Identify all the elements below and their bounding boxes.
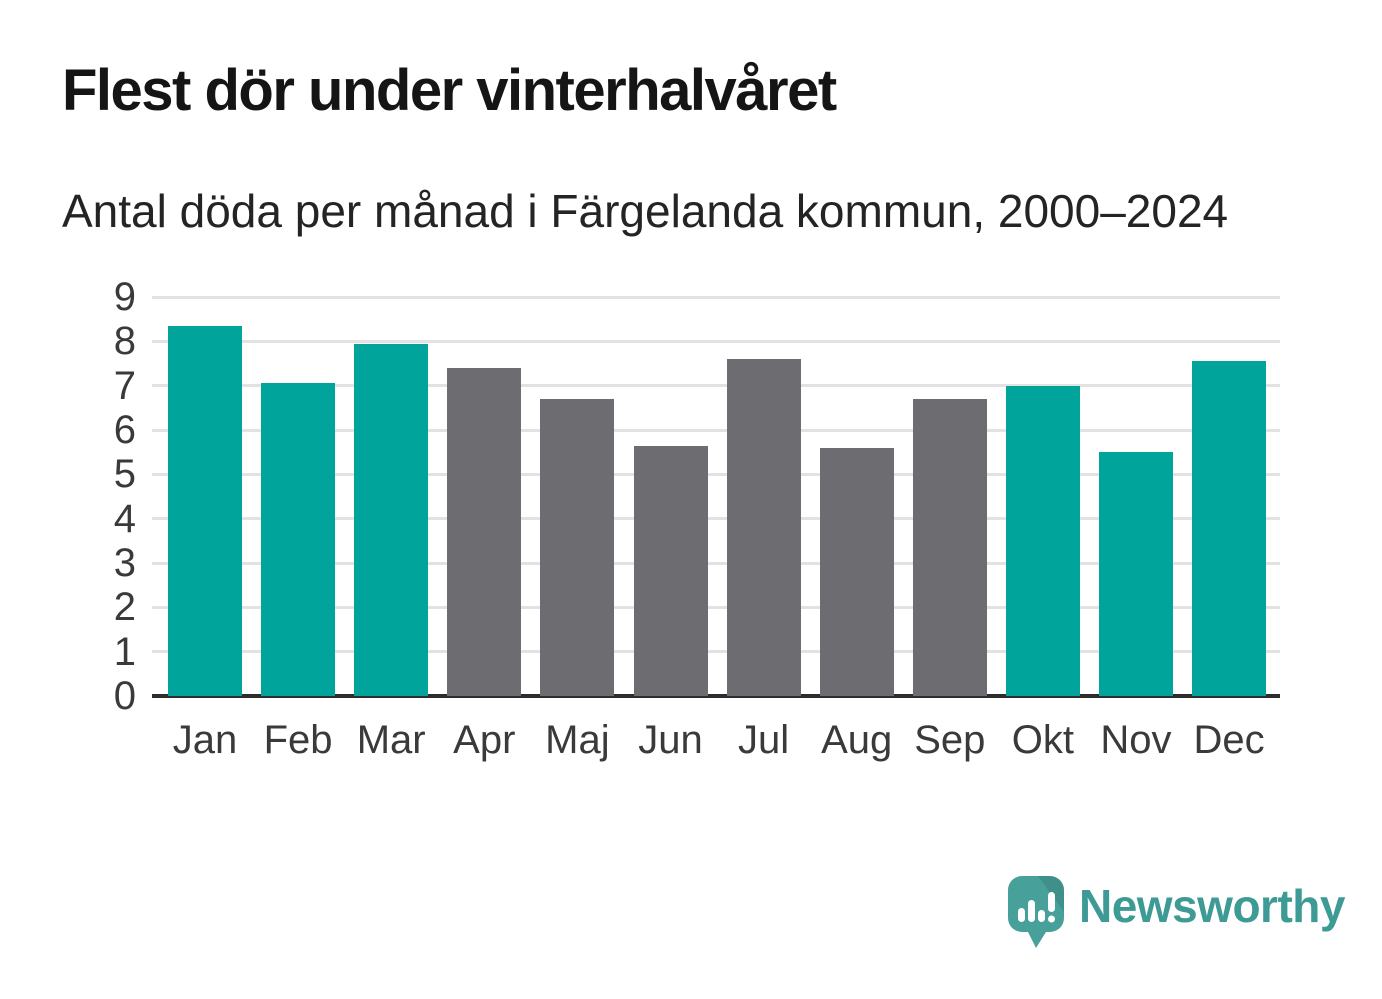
bar-feb <box>261 383 336 696</box>
y-tick-label-0: 0 <box>113 674 136 718</box>
gridline-1 <box>152 650 1280 654</box>
bar-jan <box>168 325 242 696</box>
gridline-4 <box>152 517 1280 521</box>
y-tick-label-6: 6 <box>113 408 136 452</box>
x-tick-label-maj: Maj <box>545 718 610 762</box>
x-axis-line <box>152 694 1280 698</box>
y-tick-label-5: 5 <box>113 452 136 497</box>
newsworthy-logo-text: Newsworthy <box>1079 880 1345 932</box>
gridline-6 <box>152 428 1280 432</box>
gridline-3 <box>152 561 1280 565</box>
y-tick-label-9: 9 <box>113 275 136 319</box>
y-tick-label-3: 3 <box>113 541 136 585</box>
bar-jul <box>726 359 801 696</box>
y-tick-label-7: 7 <box>113 363 136 408</box>
bar-dec <box>1192 361 1267 696</box>
gridline-8 <box>152 339 1280 343</box>
plot-area <box>152 295 1280 698</box>
newsworthy-logo: Newsworthy <box>1008 876 1345 950</box>
bar-nov <box>1099 452 1173 696</box>
x-tick-label-okt: Okt <box>1011 718 1074 762</box>
x-tick-label-dec: Dec <box>1193 718 1265 762</box>
x-tick-label-jun: Jun <box>638 718 703 762</box>
y-tick-label-4: 4 <box>113 496 136 541</box>
bar-aug <box>819 447 894 696</box>
x-tick-label-jan: Jan <box>172 718 238 762</box>
bar-sep <box>912 398 987 696</box>
x-tick-label-jul: Jul <box>738 718 790 762</box>
x-tick-label-feb: Feb <box>263 718 333 762</box>
chart-title: Flest dör under vinterhalvåret <box>62 58 837 123</box>
x-tick-label-mar: Mar <box>356 718 426 762</box>
gridline-5 <box>152 472 1280 476</box>
gridline-9 <box>152 295 1280 299</box>
newsworthy-logo-icon <box>1008 876 1064 948</box>
bar-mar <box>354 343 429 696</box>
bar-maj <box>540 398 615 696</box>
x-tick-label-apr: Apr <box>453 718 516 762</box>
bar-jun <box>633 445 708 696</box>
chart-subtitle: Antal döda per månad i Färgelanda kommun… <box>62 185 1229 237</box>
y-tick-label-8: 8 <box>113 319 136 364</box>
gridline-7 <box>152 384 1280 388</box>
x-tick-label-sep: Sep <box>914 718 986 762</box>
gridline-2 <box>152 605 1280 609</box>
y-tick-label-2: 2 <box>113 585 136 630</box>
bar-okt <box>1005 385 1080 696</box>
x-tick-label-nov: Nov <box>1100 718 1172 762</box>
bar-apr <box>447 367 522 696</box>
y-tick-label-1: 1 <box>113 629 136 674</box>
x-tick-label-aug: Aug <box>821 718 893 762</box>
